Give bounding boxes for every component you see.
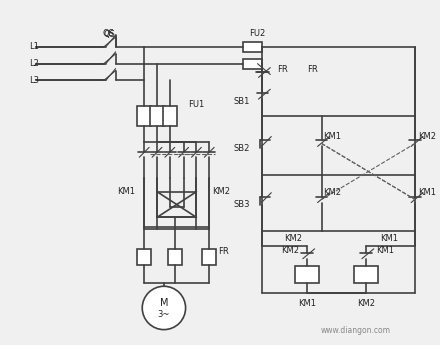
Text: KM2: KM2 xyxy=(357,298,375,307)
Text: L2: L2 xyxy=(29,59,39,68)
Text: KM2: KM2 xyxy=(284,235,302,244)
Text: KM1: KM1 xyxy=(418,188,436,197)
Text: FU2: FU2 xyxy=(249,29,266,38)
Text: KM1: KM1 xyxy=(117,187,136,196)
Text: KM1: KM1 xyxy=(323,132,341,141)
Bar xyxy=(150,106,164,126)
Bar xyxy=(137,106,151,126)
Bar xyxy=(354,266,378,283)
Text: KM1: KM1 xyxy=(376,246,394,255)
Text: www.diangon.com: www.diangon.com xyxy=(321,326,391,335)
Text: SB1: SB1 xyxy=(233,97,249,106)
Text: M: M xyxy=(160,298,168,308)
Text: FU1: FU1 xyxy=(189,100,205,109)
Text: KM2: KM2 xyxy=(281,246,299,255)
Text: FR: FR xyxy=(307,65,318,74)
Circle shape xyxy=(142,286,186,329)
Text: QS: QS xyxy=(104,30,116,39)
Text: QS: QS xyxy=(103,29,115,38)
Bar xyxy=(168,249,182,265)
Text: KM2: KM2 xyxy=(418,132,436,141)
Bar xyxy=(243,59,262,69)
Text: KM1: KM1 xyxy=(298,298,316,307)
Text: KM2: KM2 xyxy=(323,188,341,197)
Text: KM1: KM1 xyxy=(380,235,398,244)
Bar xyxy=(163,106,177,126)
Text: SB2: SB2 xyxy=(233,144,249,153)
Bar xyxy=(202,249,216,265)
Bar xyxy=(243,42,262,52)
Text: SB3: SB3 xyxy=(233,200,249,209)
Text: L1: L1 xyxy=(29,42,39,51)
Text: FR: FR xyxy=(277,65,288,74)
Text: FR: FR xyxy=(218,247,229,256)
Text: KM2: KM2 xyxy=(212,187,230,196)
Bar xyxy=(137,249,151,265)
Bar xyxy=(295,266,319,283)
Text: L3: L3 xyxy=(29,76,39,85)
Text: 3~: 3~ xyxy=(158,310,170,319)
